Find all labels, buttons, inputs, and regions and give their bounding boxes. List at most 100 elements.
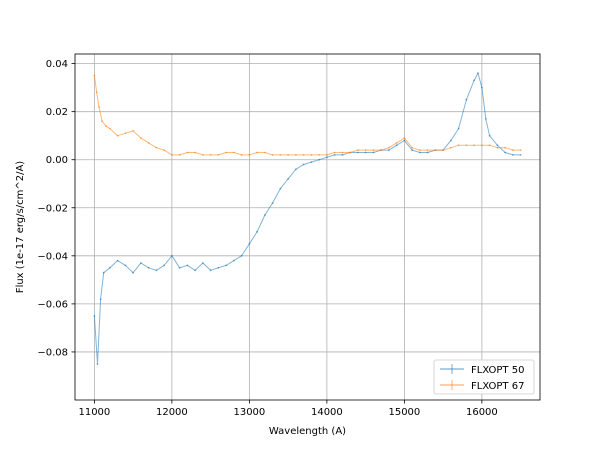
x-tick-label: 16000 bbox=[466, 407, 498, 418]
data-point bbox=[101, 120, 103, 123]
data-point bbox=[279, 154, 282, 156]
data-point bbox=[388, 149, 390, 152]
y-tick-label: 0.04 bbox=[46, 59, 68, 70]
data-point bbox=[318, 154, 320, 156]
data-point bbox=[186, 264, 189, 267]
data-point bbox=[202, 262, 204, 264]
data-point bbox=[140, 262, 142, 264]
data-point bbox=[419, 149, 421, 152]
data-point bbox=[163, 264, 166, 267]
data-point bbox=[364, 149, 367, 152]
x-axis-label: Wavelength (A) bbox=[269, 426, 346, 437]
data-point bbox=[481, 86, 483, 89]
data-point bbox=[481, 144, 483, 147]
data-point bbox=[434, 149, 437, 152]
data-point bbox=[147, 266, 150, 269]
data-point bbox=[395, 144, 398, 147]
data-point bbox=[132, 271, 135, 274]
data-point bbox=[102, 271, 105, 274]
data-point bbox=[450, 146, 452, 149]
data-point bbox=[318, 158, 320, 161]
y-tick-label: −0.08 bbox=[37, 347, 68, 358]
data-point bbox=[99, 298, 102, 300]
legend-label-flxopt-50: FLXOPT 50 bbox=[471, 365, 524, 376]
data-point bbox=[248, 154, 251, 156]
data-point bbox=[395, 142, 398, 144]
data-point bbox=[380, 149, 382, 152]
ticks: 11000 12000 13000 14000 15000 16000 −0.08 −0.06… bbox=[37, 59, 497, 418]
data-point bbox=[178, 266, 181, 269]
data-point bbox=[116, 134, 119, 137]
legend-entry-flxopt-50: FLXOPT 50 bbox=[440, 364, 524, 376]
data-point bbox=[357, 151, 359, 154]
data-point bbox=[124, 264, 127, 267]
data-point bbox=[256, 230, 258, 233]
data-point bbox=[171, 154, 173, 156]
data-point bbox=[450, 139, 452, 142]
data-point bbox=[419, 151, 421, 154]
series-line bbox=[93, 72, 521, 365]
data-point bbox=[364, 151, 367, 154]
data-point bbox=[333, 154, 336, 156]
data-point bbox=[209, 154, 212, 156]
data-point bbox=[442, 149, 444, 152]
data-point bbox=[496, 146, 499, 149]
data-point bbox=[217, 266, 220, 269]
data-point bbox=[155, 146, 158, 149]
data-point bbox=[484, 118, 487, 120]
data-point bbox=[155, 269, 158, 272]
data-point bbox=[233, 151, 235, 154]
data-point bbox=[357, 149, 359, 152]
data-point bbox=[132, 130, 135, 132]
data-point bbox=[512, 149, 514, 152]
data-point bbox=[287, 178, 289, 180]
data-point bbox=[333, 151, 336, 154]
data-point bbox=[264, 151, 266, 154]
data-point bbox=[457, 127, 460, 130]
data-point bbox=[287, 154, 289, 156]
data-point bbox=[488, 134, 491, 137]
data-point bbox=[98, 106, 100, 108]
data-point bbox=[519, 154, 522, 156]
data-point bbox=[411, 146, 413, 149]
legend-label-flxopt-67: FLXOPT 67 bbox=[471, 381, 524, 392]
data-point bbox=[341, 154, 344, 156]
data-point bbox=[93, 315, 96, 317]
data-point bbox=[217, 154, 220, 156]
data-point bbox=[256, 151, 258, 154]
data-point bbox=[473, 79, 475, 82]
data-point bbox=[240, 254, 243, 257]
data-point bbox=[372, 151, 375, 154]
data-point bbox=[140, 137, 142, 140]
data-point bbox=[93, 74, 96, 77]
data-point bbox=[465, 98, 468, 101]
data-point bbox=[310, 154, 313, 156]
data-point bbox=[194, 151, 197, 154]
data-point bbox=[163, 149, 166, 152]
data-point bbox=[302, 154, 305, 156]
data-point bbox=[519, 149, 522, 152]
data-point bbox=[271, 154, 274, 156]
data-point bbox=[512, 154, 514, 156]
x-tick-label: 15000 bbox=[388, 407, 420, 418]
data-point bbox=[326, 156, 328, 159]
data-point bbox=[302, 163, 305, 166]
data-point bbox=[178, 154, 181, 156]
data-point bbox=[326, 154, 328, 156]
x-tick-label: 12000 bbox=[156, 407, 188, 418]
data-point bbox=[504, 146, 506, 149]
data-point bbox=[264, 214, 266, 216]
data-point bbox=[426, 151, 429, 154]
y-tick-label: −0.02 bbox=[37, 203, 68, 214]
series-flxopt-67 bbox=[93, 74, 522, 156]
data-point bbox=[147, 142, 150, 144]
data-point bbox=[124, 132, 127, 135]
data-point bbox=[388, 146, 390, 149]
data-point bbox=[109, 127, 111, 130]
data-point bbox=[248, 242, 251, 245]
y-tick-label: 0.00 bbox=[46, 155, 68, 166]
data-point bbox=[349, 151, 351, 154]
data-point bbox=[403, 139, 406, 142]
data-point bbox=[271, 202, 274, 204]
